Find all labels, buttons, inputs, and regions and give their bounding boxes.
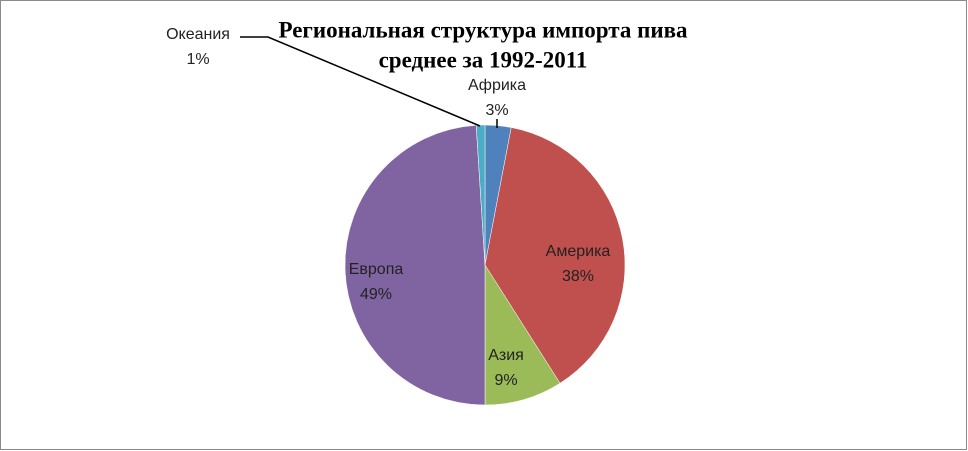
slice-value-label: 3%: [485, 102, 508, 119]
slice-value-label: 49%: [360, 286, 392, 303]
slice-value-label: 1%: [186, 51, 209, 68]
chart-subtitle: среднее за 1992-2011: [379, 47, 588, 72]
chart-title: Региональная структура импорта пива: [278, 17, 688, 42]
slice-label: Океания: [166, 26, 230, 43]
pie-slice: [484, 264, 561, 406]
slice-value-label: 9%: [494, 372, 517, 389]
slice-label: Азия: [488, 347, 524, 364]
slice-label: Африка: [468, 77, 526, 94]
slice-value-label: 38%: [562, 268, 594, 285]
pie-slice: [475, 124, 486, 266]
pie-slice: [344, 125, 486, 406]
slice-label: Европа: [349, 261, 404, 278]
pie-slice: [484, 127, 626, 384]
leader-line: [240, 36, 481, 127]
slice-label: Америка: [546, 243, 611, 260]
